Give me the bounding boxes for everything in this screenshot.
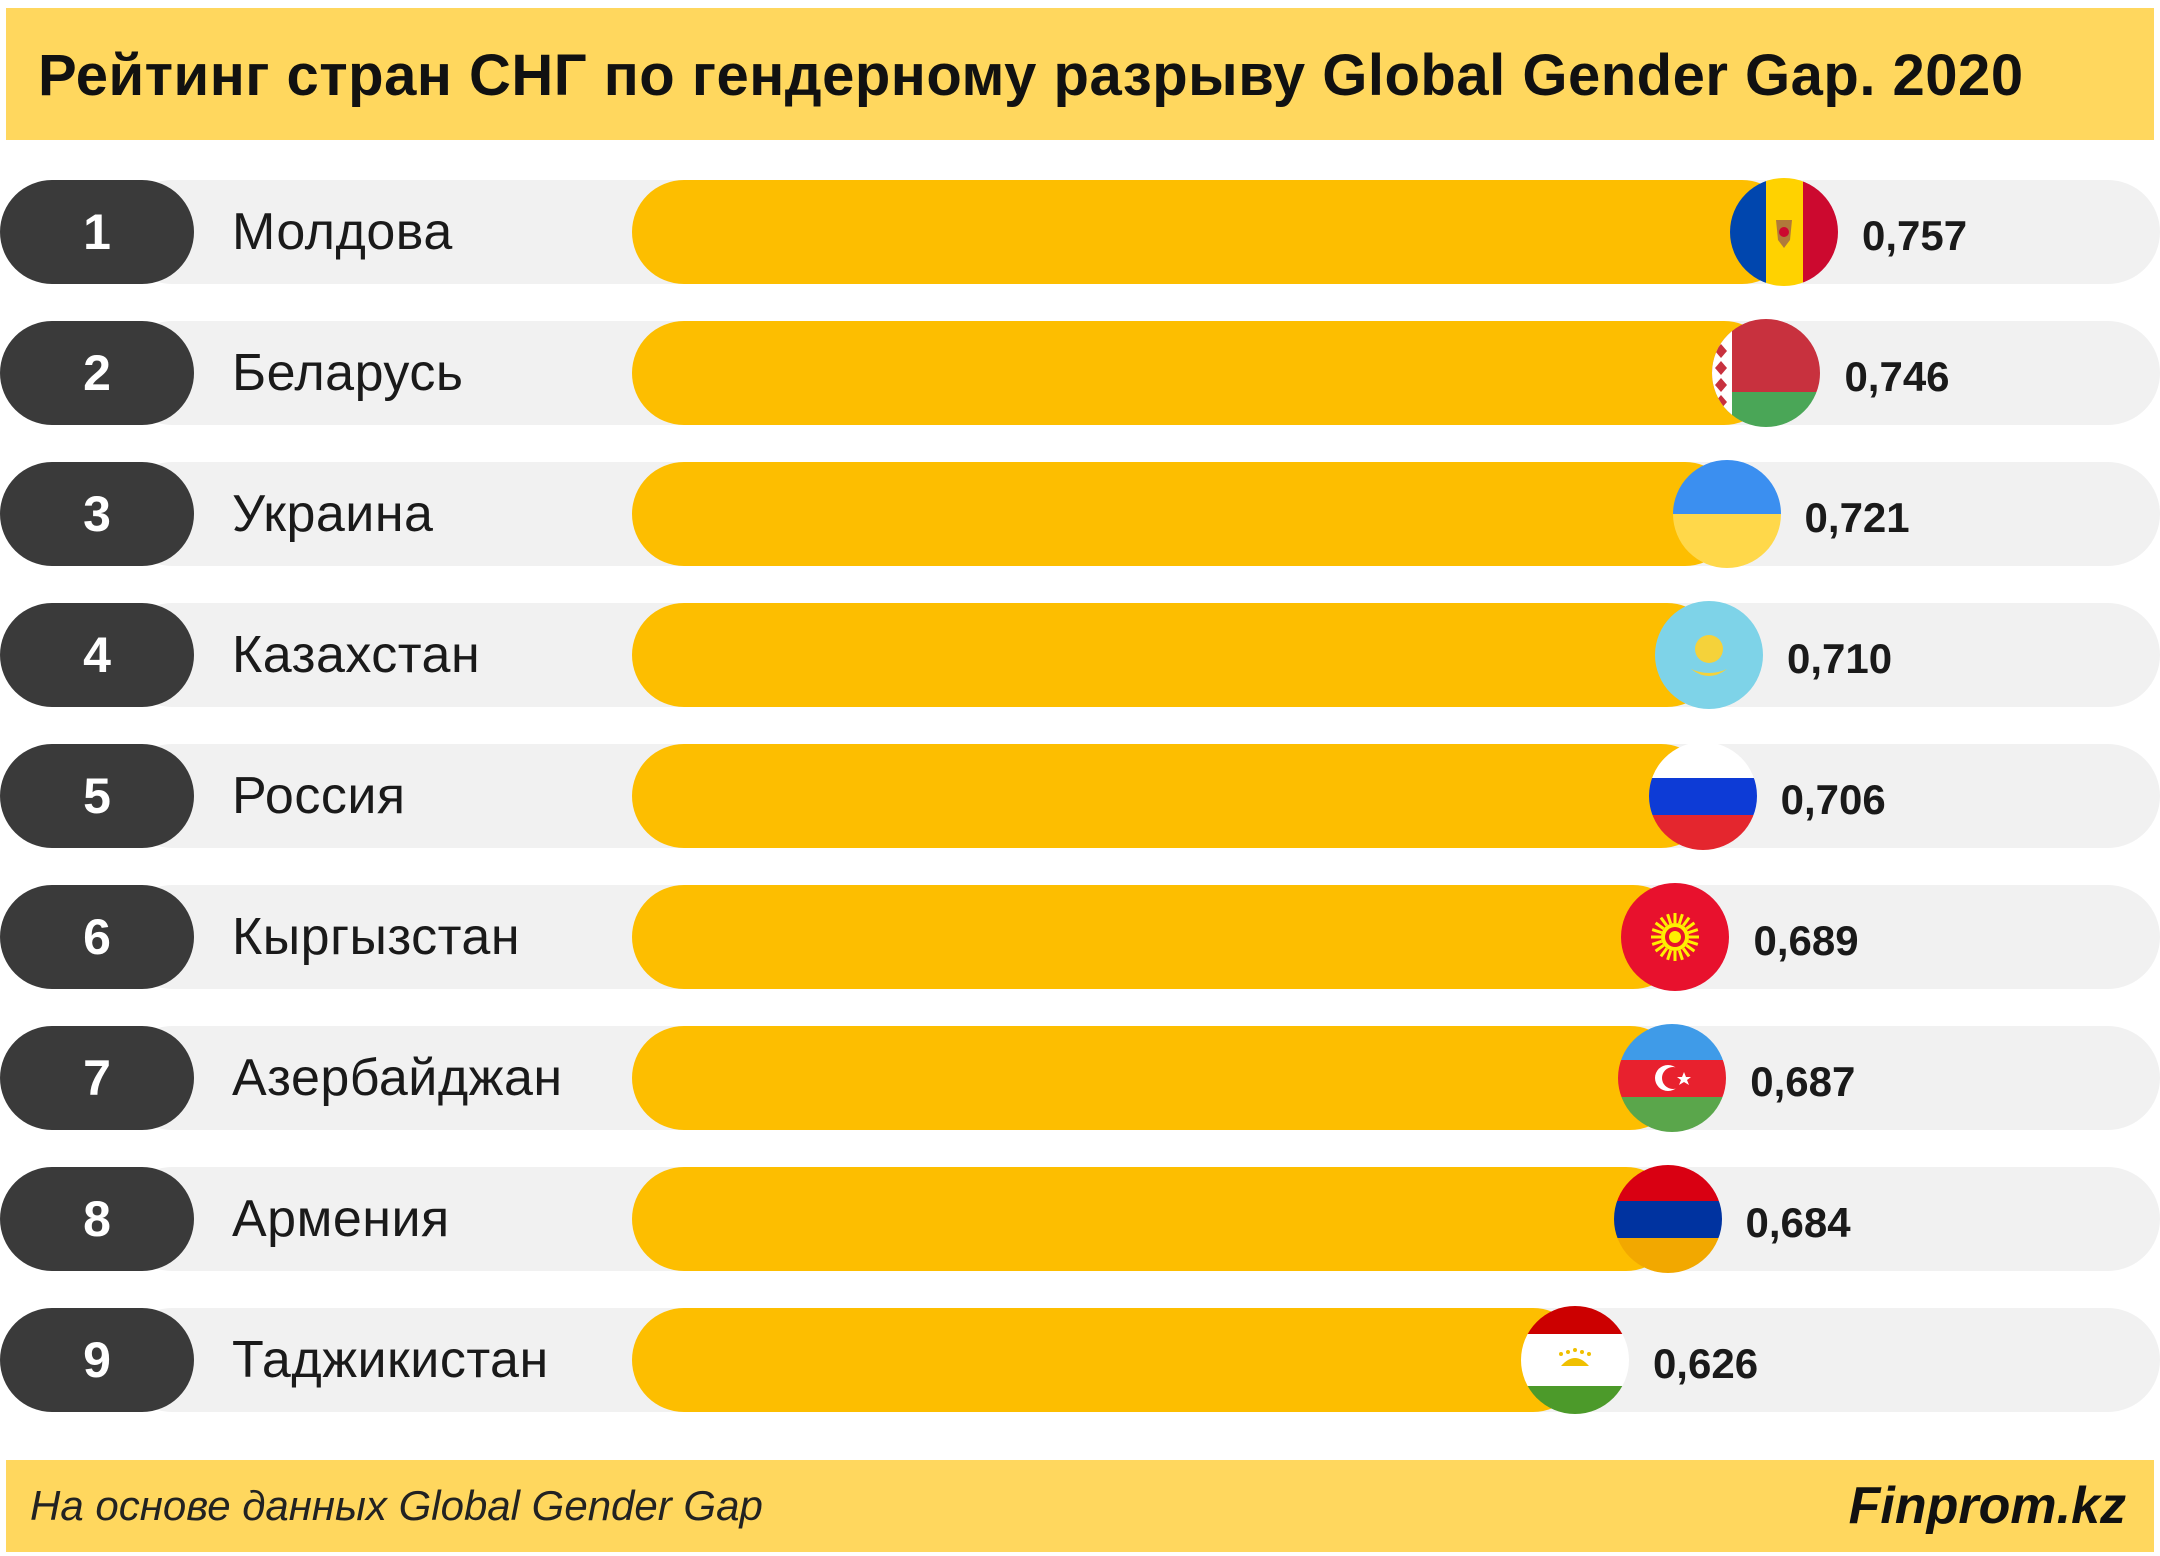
value-label: 0,689 <box>1753 917 1859 964</box>
rank-number: 3 <box>83 486 111 542</box>
country-name: Азербайджан <box>232 1049 563 1107</box>
rank-badge: 8 <box>0 1167 194 1271</box>
rank-number: 2 <box>83 345 111 401</box>
value-label: 0,706 <box>1780 776 1886 823</box>
source-note: На основе данных Global Gender Gap <box>30 1482 763 1529</box>
kyrgyzstan-flag-icon <box>1621 883 1730 991</box>
rank-badge: 5 <box>0 744 194 848</box>
table-row: 3 Украина 0,721 <box>0 460 2160 568</box>
table-row: 1 Молдова 0,757 <box>0 178 2160 286</box>
ukraine-flag-icon <box>1672 460 1781 568</box>
rank-number: 5 <box>83 768 111 824</box>
rank-number: 7 <box>83 1050 111 1106</box>
rank-badge: 2 <box>0 321 194 425</box>
value-label: 0,710 <box>1786 635 1893 682</box>
chart-title: Рейтинг стран СНГ по гендерному разрыву … <box>38 43 2024 108</box>
rank-badge: 4 <box>0 603 194 707</box>
value-bar <box>632 1026 1683 1130</box>
rank-badge: 9 <box>0 1308 194 1412</box>
tajikistan-flag-icon <box>1520 1306 1629 1414</box>
value-bar <box>632 603 1719 707</box>
table-row: 6 Кыргызстан 0,689 <box>0 883 2160 991</box>
rank-badge: 7 <box>0 1026 194 1130</box>
table-row: 5 Россия 0,706 <box>0 742 2160 850</box>
table-row: 4 Казахстан 0,710 <box>0 601 2160 709</box>
value-bar <box>632 744 1713 848</box>
country-name: Молдова <box>232 203 453 261</box>
belarus-flag-icon <box>1712 319 1821 427</box>
azerbaijan-flag-icon <box>1618 1024 1727 1132</box>
table-row: 2 Беларусь 0,746 <box>0 319 2160 427</box>
value-label: 0,687 <box>1750 1058 1856 1105</box>
country-name: Таджикистан <box>232 1331 549 1389</box>
rank-number: 6 <box>83 909 111 965</box>
value-label: 0,721 <box>1804 494 1910 541</box>
table-row: 7 Азербайджан 0,687 <box>0 1024 2160 1132</box>
country-name: Армения <box>232 1190 450 1248</box>
value-label: 0,757 <box>1862 212 1968 259</box>
rank-badge: 3 <box>0 462 194 566</box>
country-name: Украина <box>232 485 434 543</box>
rank-number: 1 <box>83 204 111 260</box>
value-bar <box>632 1167 1678 1271</box>
country-name: Казахстан <box>232 626 481 684</box>
country-name: Беларусь <box>232 344 464 402</box>
value-bar <box>632 321 1777 425</box>
country-name: Кыргызстан <box>232 908 521 966</box>
moldova-flag-icon <box>1730 178 1838 286</box>
value-bar <box>632 180 1794 284</box>
rank-number: 9 <box>83 1332 111 1388</box>
value-bar <box>632 885 1686 989</box>
value-label: 0,684 <box>1745 1199 1851 1246</box>
kazakhstan-flag-icon <box>1654 601 1763 709</box>
armenia-flag-icon <box>1613 1165 1722 1273</box>
rank-badge: 1 <box>0 180 194 284</box>
brand-logo: Finprom.kz <box>1848 1477 2126 1535</box>
value-bar <box>632 462 1737 566</box>
rank-number: 4 <box>83 627 111 683</box>
table-row: 8 Армения 0,684 <box>0 1165 2160 1273</box>
rank-badge: 6 <box>0 885 194 989</box>
footer-banner: На основе данных Global Gender Gap Finpr… <box>6 1460 2154 1552</box>
country-name: Россия <box>232 767 406 825</box>
table-row: 9 Таджикистан 0,626 <box>0 1306 2160 1414</box>
value-label: 0,626 <box>1652 1340 1759 1387</box>
title-banner: Рейтинг стран СНГ по гендерному разрыву … <box>6 8 2154 140</box>
russia-flag-icon <box>1648 742 1757 850</box>
rank-number: 8 <box>83 1191 111 1247</box>
value-bar <box>632 1308 1585 1412</box>
value-label: 0,746 <box>1844 353 1950 400</box>
